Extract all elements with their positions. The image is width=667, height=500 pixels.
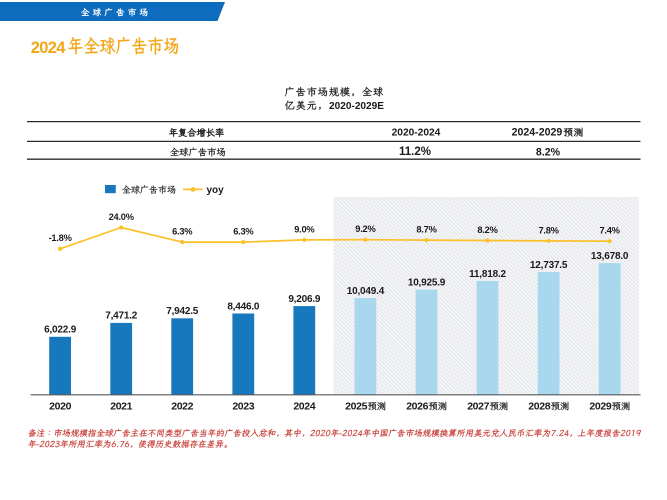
svg-text:2025: 2025	[345, 400, 367, 412]
svg-text:7.8%: 7.8%	[538, 225, 559, 235]
svg-text:6.3%: 6.3%	[172, 227, 193, 237]
svg-text:6.3%: 6.3%	[233, 227, 254, 237]
svg-text:2027: 2027	[467, 400, 489, 412]
svg-text:9,206.9: 9,206.9	[288, 294, 321, 305]
svg-text:2029: 2029	[589, 400, 611, 412]
svg-text:7,471.2: 7,471.2	[105, 311, 138, 322]
svg-text:9.2%: 9.2%	[355, 224, 376, 234]
svg-text:-1.8%: -1.8%	[49, 233, 73, 243]
svg-text:9.0%: 9.0%	[294, 224, 315, 234]
svg-text:12,737.5: 12,737.5	[530, 260, 568, 271]
svg-text:11.2%: 11.2%	[399, 146, 431, 158]
svg-text:13,678.0: 13,678.0	[591, 251, 629, 262]
svg-text:yoy: yoy	[207, 185, 225, 196]
svg-text:2026: 2026	[406, 400, 428, 412]
svg-text:2024: 2024	[293, 400, 315, 412]
svg-text:2021: 2021	[110, 400, 132, 412]
svg-text:10,049.4: 10,049.4	[347, 286, 385, 297]
svg-text:8.7%: 8.7%	[416, 225, 437, 235]
svg-text:2020-2024: 2020-2024	[392, 128, 441, 139]
svg-text:2020: 2020	[49, 400, 71, 412]
svg-text:8.2%: 8.2%	[536, 146, 561, 158]
svg-text:10,925.9: 10,925.9	[408, 277, 446, 288]
svg-text:8.2%: 8.2%	[477, 225, 498, 235]
svg-text:2028: 2028	[528, 400, 550, 412]
svg-text:6,022.9: 6,022.9	[44, 325, 77, 336]
svg-text:7,942.5: 7,942.5	[166, 306, 199, 317]
svg-text:11,818.2: 11,818.2	[469, 269, 506, 280]
svg-text:2024-2029: 2024-2029	[512, 127, 563, 139]
svg-text:2022: 2022	[171, 400, 193, 412]
svg-text:24.0%: 24.0%	[109, 212, 135, 222]
svg-text:8,446.0: 8,446.0	[227, 301, 260, 312]
svg-text:2023: 2023	[232, 400, 254, 412]
svg-text:7.4%: 7.4%	[599, 226, 620, 236]
svg-text:2020-2029E: 2020-2029E	[329, 101, 384, 112]
svg-text:2024: 2024	[31, 39, 66, 57]
